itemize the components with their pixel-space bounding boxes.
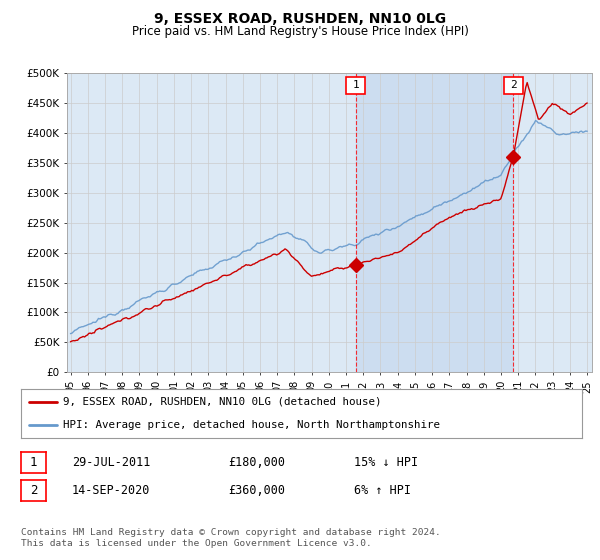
Text: 9, ESSEX ROAD, RUSHDEN, NN10 0LG: 9, ESSEX ROAD, RUSHDEN, NN10 0LG: [154, 12, 446, 26]
Text: 2: 2: [30, 484, 37, 497]
FancyBboxPatch shape: [504, 77, 523, 94]
Text: 29-JUL-2011: 29-JUL-2011: [72, 455, 151, 469]
Text: 6% ↑ HPI: 6% ↑ HPI: [354, 483, 411, 497]
Text: 1: 1: [30, 456, 37, 469]
Text: £360,000: £360,000: [228, 483, 285, 497]
Text: HPI: Average price, detached house, North Northamptonshire: HPI: Average price, detached house, Nort…: [63, 419, 440, 430]
Bar: [356, 73, 513, 372]
Text: 2: 2: [510, 81, 517, 90]
Text: 15% ↓ HPI: 15% ↓ HPI: [354, 455, 418, 469]
Text: 1: 1: [352, 81, 359, 90]
Text: 14-SEP-2020: 14-SEP-2020: [72, 483, 151, 497]
Text: Contains HM Land Registry data © Crown copyright and database right 2024.
This d: Contains HM Land Registry data © Crown c…: [21, 528, 441, 548]
Text: 9, ESSEX ROAD, RUSHDEN, NN10 0LG (detached house): 9, ESSEX ROAD, RUSHDEN, NN10 0LG (detach…: [63, 397, 382, 407]
Text: Price paid vs. HM Land Registry's House Price Index (HPI): Price paid vs. HM Land Registry's House …: [131, 25, 469, 38]
FancyBboxPatch shape: [346, 77, 365, 94]
Text: £180,000: £180,000: [228, 455, 285, 469]
